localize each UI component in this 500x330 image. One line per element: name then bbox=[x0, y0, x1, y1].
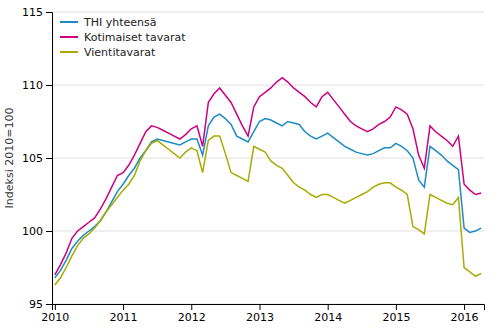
x-tick-label: 2016 bbox=[451, 311, 479, 324]
y-tick-mark bbox=[46, 231, 52, 232]
y-tick-label: 95 bbox=[29, 298, 43, 311]
series-line bbox=[55, 78, 481, 275]
x-axis: 2010 2011 2012 2013 2014 2015 2016 bbox=[41, 304, 484, 324]
y-tick: 110 bbox=[22, 79, 52, 92]
y-tick: 105 bbox=[22, 152, 52, 165]
legend-swatch bbox=[60, 36, 78, 38]
x-tick-mark bbox=[396, 304, 397, 310]
x-tick: 2014 bbox=[314, 304, 342, 324]
legend-item: Kotimaiset tavarat bbox=[60, 31, 186, 44]
y-tick-mark bbox=[46, 304, 52, 305]
grid-line bbox=[52, 85, 484, 86]
x-tick-mark bbox=[123, 304, 124, 310]
y-axis: 95 100 105 110 115 bbox=[22, 6, 53, 311]
x-tick-label: 2011 bbox=[110, 311, 138, 324]
legend-label: Vientitavarat bbox=[84, 46, 156, 59]
x-tick: 2012 bbox=[178, 304, 206, 324]
x-tick-label: 2010 bbox=[41, 311, 69, 324]
legend-swatch bbox=[60, 21, 78, 23]
y-tick-mark bbox=[46, 12, 52, 13]
y-tick-label: 100 bbox=[22, 225, 43, 238]
x-tick-mark bbox=[259, 304, 260, 310]
y-tick-label: 115 bbox=[22, 6, 43, 19]
x-tick-label: 2014 bbox=[314, 311, 342, 324]
x-tick: 2015 bbox=[382, 304, 410, 324]
y-tick: 100 bbox=[22, 225, 52, 238]
x-tick-label: 2015 bbox=[382, 311, 410, 324]
legend-swatch bbox=[60, 51, 78, 53]
y-tick-label: 105 bbox=[22, 152, 43, 165]
chart-container: 2010 2011 2012 2013 2014 2015 2016 95 100 105 110 1… bbox=[0, 0, 500, 330]
legend: THI yhteensä Kotimaiset tavarat Vientitava… bbox=[60, 16, 186, 59]
x-tick: 2010 bbox=[41, 304, 69, 324]
series-line bbox=[55, 136, 481, 285]
x-tick: 2013 bbox=[246, 304, 274, 324]
x-tick: 2011 bbox=[110, 304, 138, 324]
y-tick-label: 110 bbox=[22, 79, 43, 92]
y-axis-line bbox=[46, 13, 53, 305]
plot: 2010 2011 2012 2013 2014 2015 2016 95 100 105 110 1… bbox=[3, 6, 485, 324]
x-tick: 2016 bbox=[451, 304, 479, 324]
legend-label: THI yhteensä bbox=[83, 16, 157, 29]
y-tick-mark bbox=[46, 85, 52, 86]
x-tick-mark bbox=[328, 304, 329, 310]
x-axis-line bbox=[53, 305, 485, 311]
legend-label: Kotimaiset tavarat bbox=[84, 31, 186, 44]
y-axis-title: Indeksi 2010=100 bbox=[3, 108, 16, 209]
y-tick-mark bbox=[46, 158, 52, 159]
x-tick-mark bbox=[464, 304, 465, 310]
x-tick-mark bbox=[55, 304, 56, 310]
x-tick-label: 2013 bbox=[246, 311, 274, 324]
grid-line bbox=[52, 12, 484, 13]
y-tick: 95 bbox=[29, 298, 52, 311]
lines bbox=[55, 78, 481, 285]
x-tick-mark bbox=[191, 304, 192, 310]
y-tick: 115 bbox=[22, 6, 52, 19]
grid bbox=[52, 12, 484, 304]
x-tick-label: 2012 bbox=[178, 311, 206, 324]
legend-item: THI yhteensä bbox=[60, 16, 157, 29]
chart-svg: 2010 2011 2012 2013 2014 2015 2016 95 100 105 110 1… bbox=[0, 0, 500, 330]
legend-item: Vientitavarat bbox=[60, 46, 156, 59]
